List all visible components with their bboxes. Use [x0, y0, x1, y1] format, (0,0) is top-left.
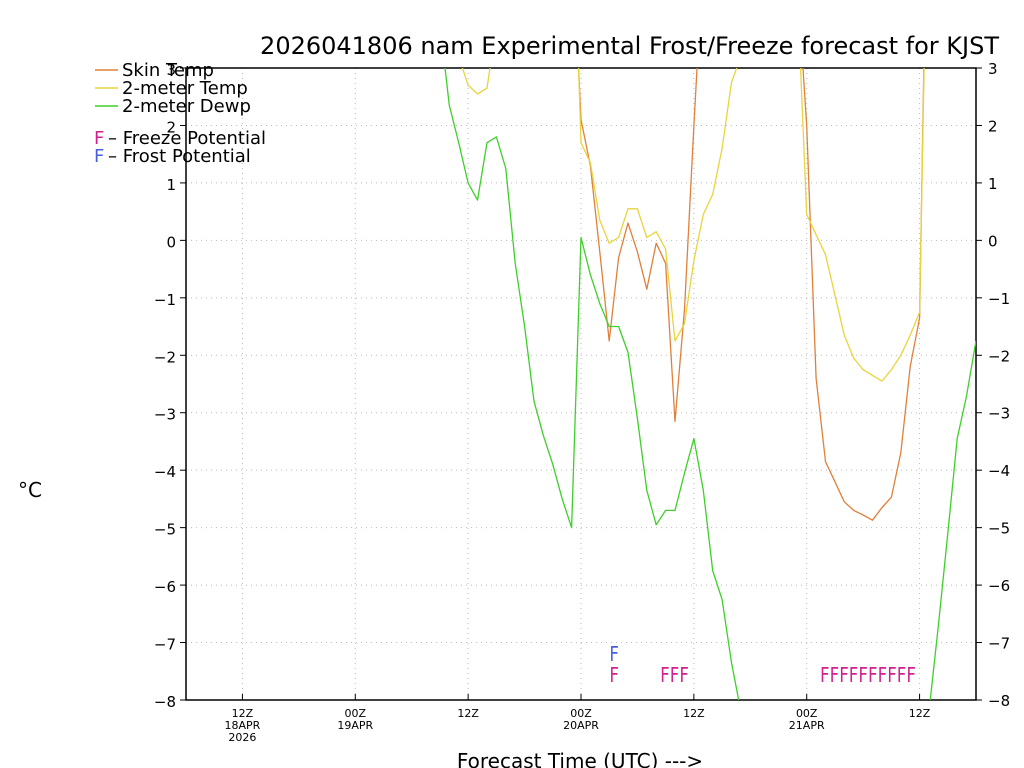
x-tick-label: 00Z — [345, 707, 367, 720]
freeze-marker: F — [609, 663, 619, 687]
y-tick-label-left: −5 — [154, 521, 176, 539]
freeze-marker: FFF — [660, 663, 689, 687]
legend-label-2m-dewp: 2-meter Dewp — [122, 96, 251, 117]
y-axis-left: −8 −7 −6 −5 −4 −3 −2 −1 0 1 2 3 — [154, 61, 186, 711]
x-tick-label: 20APR — [563, 719, 599, 732]
x-tick-label: 21APR — [789, 719, 825, 732]
y-axis-right: −8 −7 −6 −5 −4 −3 −2 −1 0 1 2 3 — [976, 60, 1010, 710]
y-tick-label-right: −4 — [988, 462, 1010, 480]
y-tick-label-left: 3 — [166, 61, 176, 79]
legend-freeze-label: – Freeze Potential — [108, 128, 266, 149]
y-tick-label-right: −7 — [988, 635, 1010, 653]
x-tick-label: 12Z — [457, 707, 479, 720]
x-tick-label: 12Z — [683, 707, 705, 720]
y-tick-label-right: −1 — [988, 290, 1010, 308]
y-tick-label-left: −1 — [154, 291, 176, 309]
data-series — [444, 68, 976, 700]
freeze-marker: FFFFFFFFFF — [820, 663, 916, 687]
y-tick-label-right: −2 — [988, 347, 1010, 365]
x-tick-label: 2026 — [228, 731, 256, 744]
legend-frost-symbol: F — [94, 146, 104, 167]
y-tick-label-right: 1 — [988, 175, 998, 193]
legend: Skin Temp 2-meter Temp 2-meter Dewp F – … — [94, 60, 266, 167]
series-line-2-meter-dewp — [444, 68, 976, 700]
y-tick-label-left: −2 — [154, 348, 176, 366]
legend-label-2m-temp: 2-meter Temp — [122, 78, 248, 99]
frost-freeze-markers: FF FFF FFFFFFFFFF — [609, 642, 916, 687]
chart-title: 2026041806 nam Experimental Frost/Freeze… — [260, 32, 999, 60]
x-tick-label: 00Z — [570, 707, 592, 720]
frost-marker: F — [609, 642, 619, 666]
y-tick-label-right: 0 — [988, 232, 998, 250]
y-tick-label-left: 2 — [166, 118, 176, 136]
x-tick-label: 12Z — [232, 707, 254, 720]
y-tick-label-right: −8 — [988, 692, 1010, 710]
x-tick-label: 18APR — [225, 719, 261, 732]
x-tick-label: 19APR — [337, 719, 373, 732]
series-line-skin-temp — [577, 68, 925, 521]
y-tick-label-right: 2 — [988, 117, 998, 135]
y-tick-label-right: −5 — [988, 520, 1010, 538]
y-axis-label: °C — [18, 478, 42, 502]
x-tick-label: 00Z — [796, 707, 818, 720]
y-tick-label-left: 0 — [166, 233, 176, 251]
y-tick-label-left: −7 — [154, 636, 176, 654]
x-tick-label: 12Z — [909, 707, 931, 720]
legend-frost-label: – Frost Potential — [108, 146, 251, 167]
y-tick-label-right: −6 — [988, 577, 1010, 595]
y-tick-label-left: 1 — [166, 176, 176, 194]
y-tick-label-right: −3 — [988, 405, 1010, 423]
series-line-2-meter-temp — [461, 68, 925, 382]
y-tick-label-left: −6 — [154, 578, 176, 596]
legend-label-skin-temp: Skin Temp — [122, 60, 214, 81]
x-axis-label: Forecast Time (UTC) ---> — [457, 749, 703, 768]
grid-lines — [186, 68, 976, 700]
y-tick-label-left: −4 — [154, 463, 176, 481]
legend-freeze-symbol: F — [94, 128, 104, 149]
y-tick-label-left: −3 — [154, 406, 176, 424]
y-tick-label-right: 3 — [988, 60, 998, 78]
y-tick-label-left: −8 — [154, 693, 176, 711]
